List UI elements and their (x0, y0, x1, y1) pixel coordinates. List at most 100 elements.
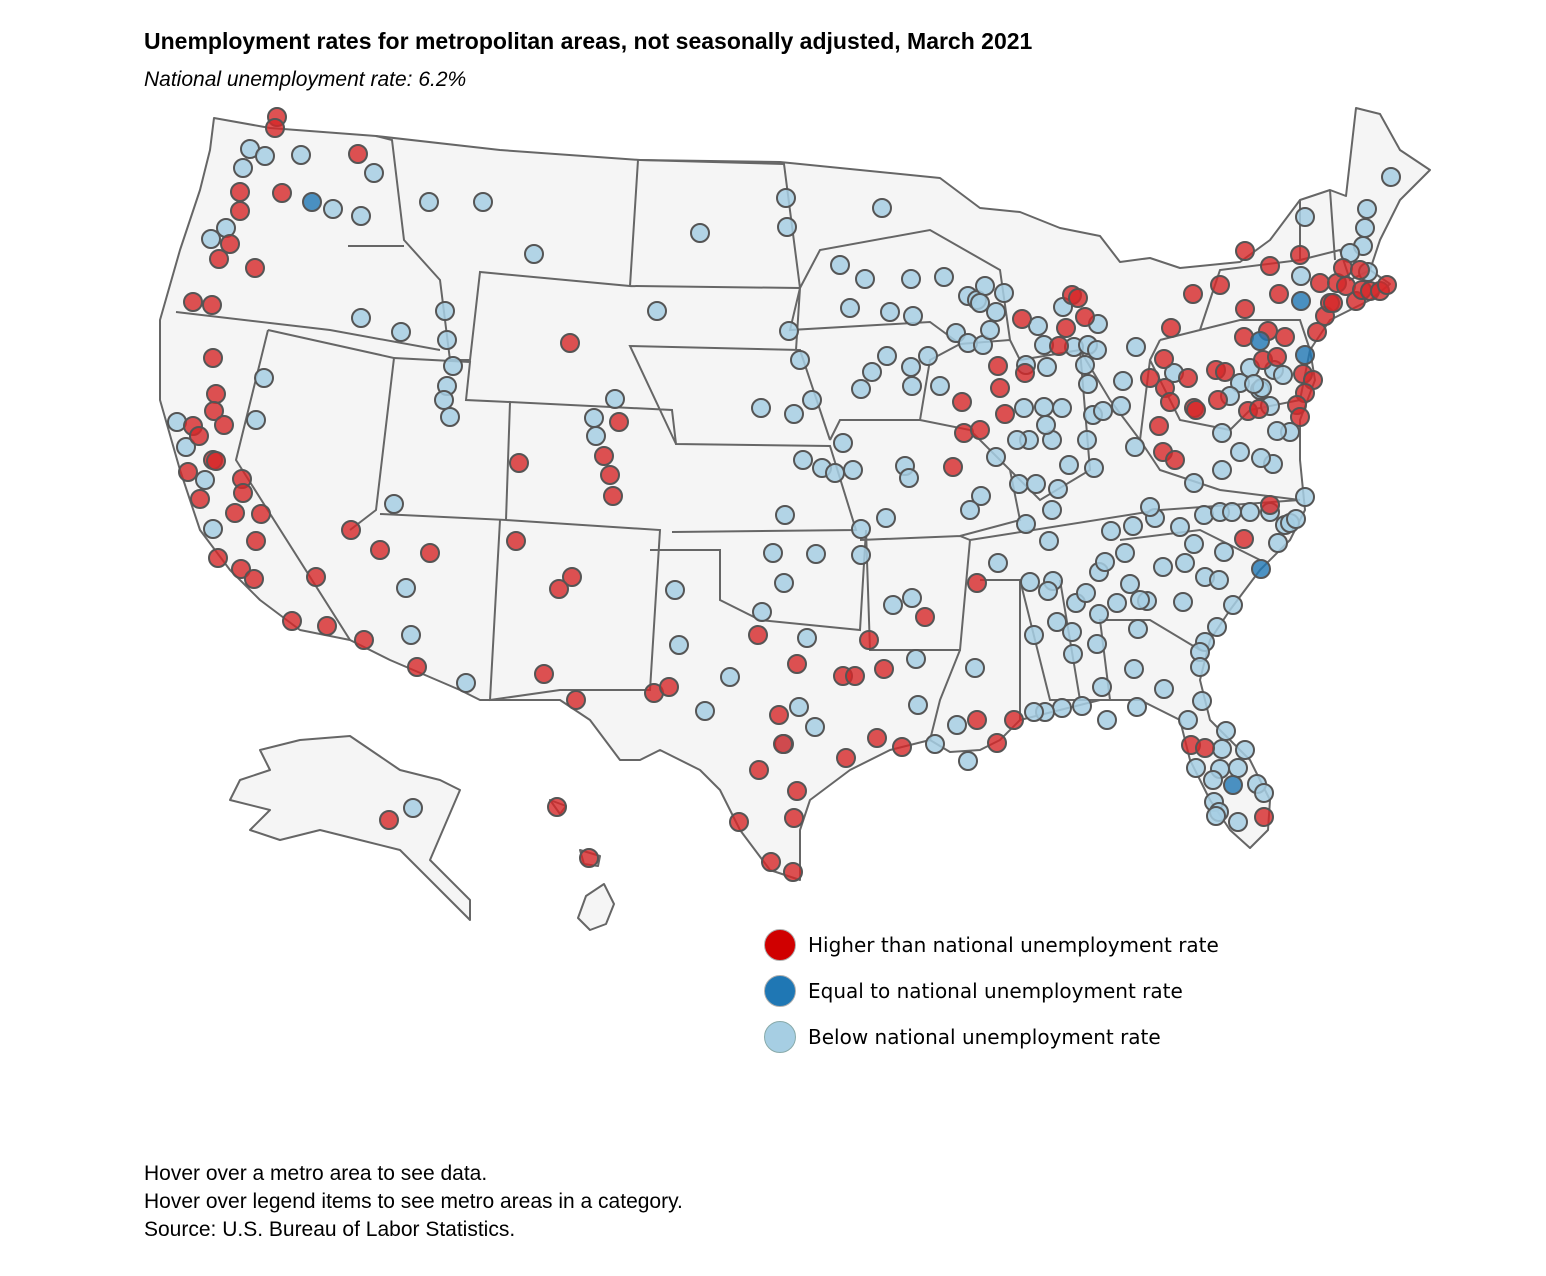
metro-point-below[interactable] (1014, 398, 1034, 418)
metro-point-higher[interactable] (729, 812, 749, 832)
metro-point-higher[interactable] (954, 423, 974, 443)
metro-point-below[interactable] (443, 356, 463, 376)
metro-point-below[interactable] (1093, 401, 1113, 421)
metro-point-below[interactable] (1095, 552, 1115, 572)
metro-point-below[interactable] (777, 217, 797, 237)
metro-point-higher[interactable] (206, 451, 226, 471)
metro-point-below[interactable] (975, 276, 995, 296)
metro-point-higher[interactable] (603, 486, 623, 506)
metro-point-below[interactable] (384, 494, 404, 514)
metro-point-below[interactable] (793, 450, 813, 470)
metro-point-higher[interactable] (203, 348, 223, 368)
metro-point-below[interactable] (1087, 634, 1107, 654)
metro-point-higher[interactable] (1290, 407, 1310, 427)
metro-point-below[interactable] (880, 302, 900, 322)
metro-point-below[interactable] (970, 293, 990, 313)
metro-point-below[interactable] (1212, 423, 1232, 443)
metro-point-below[interactable] (1052, 698, 1072, 718)
metro-point-below[interactable] (584, 408, 604, 428)
metro-point-below[interactable] (176, 437, 196, 457)
metro-point-higher[interactable] (787, 781, 807, 801)
metro-point-below[interactable] (784, 404, 804, 424)
metro-point-below[interactable] (986, 302, 1006, 322)
metro-point-below[interactable] (1254, 783, 1274, 803)
metro-point-below[interactable] (840, 298, 860, 318)
metro-point-below[interactable] (1124, 659, 1144, 679)
metro-point-higher[interactable] (943, 457, 963, 477)
metro-point-below[interactable] (1214, 542, 1234, 562)
metro-point-below[interactable] (1089, 604, 1109, 624)
metro-point-below[interactable] (1206, 806, 1226, 826)
metro-point-below[interactable] (605, 389, 625, 409)
metro-point-higher[interactable] (594, 446, 614, 466)
metro-point-below[interactable] (456, 673, 476, 693)
metro-point-higher[interactable] (506, 531, 526, 551)
metro-point-below[interactable] (1020, 572, 1040, 592)
metro-point-higher[interactable] (970, 420, 990, 440)
metro-point-higher[interactable] (220, 234, 240, 254)
metro-point-higher[interactable] (1183, 284, 1203, 304)
metro-point-below[interactable] (401, 625, 421, 645)
metro-point-higher[interactable] (990, 378, 1010, 398)
metro-point-below[interactable] (752, 602, 772, 622)
metro-point-higher[interactable] (245, 258, 265, 278)
metro-point-below[interactable] (825, 463, 845, 483)
metro-point-below[interactable] (1216, 721, 1236, 741)
metro-point-higher[interactable] (874, 659, 894, 679)
metro-point-below[interactable] (1052, 398, 1072, 418)
metro-point-higher[interactable] (787, 654, 807, 674)
metro-point-below[interactable] (1047, 612, 1067, 632)
metro-point-below[interactable] (1097, 710, 1117, 730)
metro-point-higher[interactable] (1015, 363, 1035, 383)
metro-point-higher[interactable] (1195, 738, 1215, 758)
metro-point-below[interactable] (1009, 474, 1029, 494)
metro-point-below[interactable] (903, 306, 923, 326)
metro-point-higher[interactable] (1290, 245, 1310, 265)
metro-point-higher[interactable] (967, 573, 987, 593)
metro-point-below[interactable] (971, 486, 991, 506)
metro-point-higher[interactable] (231, 559, 251, 579)
metro-point-higher[interactable] (769, 705, 789, 725)
metro-point-below[interactable] (908, 695, 928, 715)
metro-point-below[interactable] (1381, 167, 1401, 187)
metro-point-below[interactable] (1016, 514, 1036, 534)
metro-point-below[interactable] (906, 649, 926, 669)
metro-point-higher[interactable] (1249, 399, 1269, 419)
metro-point-higher[interactable] (967, 710, 987, 730)
metro-point-higher[interactable] (348, 144, 368, 164)
metro-point-below[interactable] (805, 717, 825, 737)
metro-point-below[interactable] (901, 357, 921, 377)
metro-point-below[interactable] (1222, 502, 1242, 522)
metro-point-higher[interactable] (1267, 347, 1287, 367)
metro-point-higher[interactable] (1310, 273, 1330, 293)
metro-point-higher[interactable] (509, 453, 529, 473)
metro-point-higher[interactable] (202, 295, 222, 315)
metro-point-below[interactable] (1184, 534, 1204, 554)
metro-point-below[interactable] (1111, 396, 1131, 416)
metro-point-higher[interactable] (1350, 260, 1370, 280)
metro-point-higher[interactable] (1260, 495, 1280, 515)
metro-point-higher[interactable] (1165, 450, 1185, 470)
metro-point-below[interactable] (1007, 430, 1027, 450)
metro-point-below[interactable] (665, 580, 685, 600)
metro-point-below[interactable] (1251, 448, 1271, 468)
metro-point-below[interactable] (775, 505, 795, 525)
metro-point-below[interactable] (934, 267, 954, 287)
metro-point-higher[interactable] (1161, 318, 1181, 338)
metro-point-below[interactable] (1228, 812, 1248, 832)
metro-point-below[interactable] (1026, 474, 1046, 494)
metro-point-below[interactable] (1042, 500, 1062, 520)
metro-point-higher[interactable] (1004, 710, 1024, 730)
metro-point-below[interactable] (1059, 455, 1079, 475)
metro-point-higher[interactable] (214, 415, 234, 435)
metro-point-higher[interactable] (282, 611, 302, 631)
metro-point-below[interactable] (1355, 218, 1375, 238)
metro-point-higher[interactable] (244, 569, 264, 589)
metro-point-higher[interactable] (748, 625, 768, 645)
metro-point-higher[interactable] (246, 531, 266, 551)
metro-point-below[interactable] (647, 301, 667, 321)
metro-point-higher[interactable] (1235, 241, 1255, 261)
metro-point-higher[interactable] (265, 118, 285, 138)
metro-point-below[interactable] (201, 229, 221, 249)
metro-point-higher[interactable] (1235, 299, 1255, 319)
